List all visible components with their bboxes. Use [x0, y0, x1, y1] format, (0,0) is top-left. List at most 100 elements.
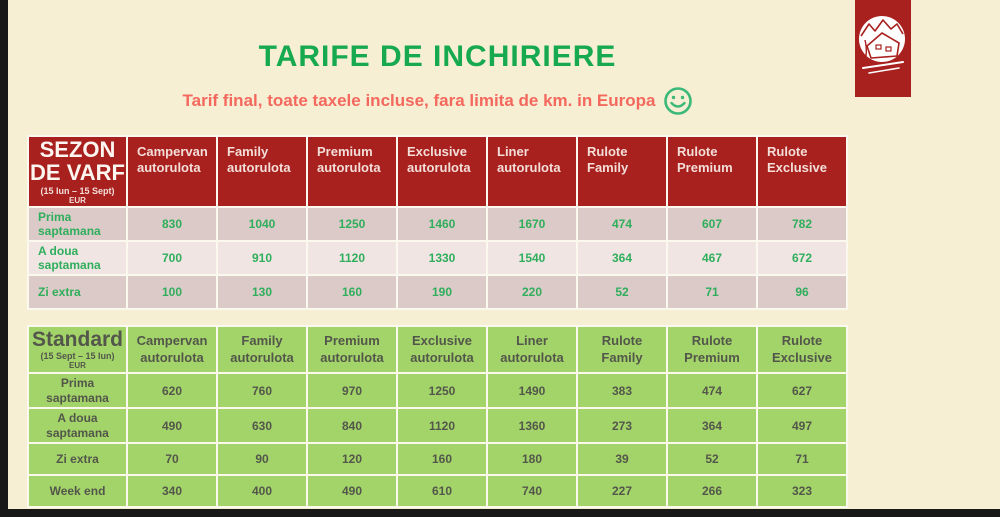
- table-row: Prima saptamana 830 1040 1250 1460 1670 474 607…: [27, 206, 848, 243]
- column-header-line2: autorulota: [317, 160, 381, 176]
- price-cell: 1460: [396, 206, 488, 243]
- price-cell: 760: [216, 372, 308, 409]
- column-header-line1: Rulote: [601, 333, 643, 349]
- price-cell: 467: [666, 240, 758, 277]
- price-cell: 1250: [306, 206, 398, 243]
- price-cell: 160: [306, 274, 398, 311]
- price-cell: 490: [126, 407, 218, 444]
- column-header: Campervan autorulota: [126, 134, 218, 209]
- price-cell: 364: [666, 407, 758, 444]
- price-cell: 190: [396, 274, 488, 311]
- peak-season-table-header: SEZON DE VARF (15 Iun – 15 Sept) EUR Camper…: [27, 134, 848, 209]
- price-cell: 52: [666, 442, 758, 476]
- column-header-line2: autorulota: [320, 349, 384, 365]
- standard-season-season-period: (15 Sept – 15 Iun): [40, 351, 115, 361]
- table-row: Zi extra 70 90 120 160 180 39 52 71: [27, 442, 848, 476]
- column-header: Rulote Family: [576, 325, 668, 374]
- price-cell: 227: [576, 474, 668, 508]
- standard-season-season-title: Standard: [31, 328, 123, 351]
- price-cell: 340: [126, 474, 218, 508]
- page-title: TARIFE DE INCHIRIERE: [258, 40, 617, 73]
- bottom-edge-bar: [0, 509, 1000, 517]
- price-cell: 323: [756, 474, 848, 508]
- price-cell: 220: [486, 274, 578, 311]
- column-header: Rulote Family: [576, 134, 668, 209]
- left-edge-bar: [0, 0, 8, 517]
- price-cell: 400: [216, 474, 308, 508]
- price-cell: 830: [126, 206, 218, 243]
- column-header-line1: Rulote: [587, 144, 628, 159]
- header-row: Standard (15 Sept – 15 Iun) EUR Campervan au…: [27, 325, 848, 374]
- column-header-line2: Premium: [677, 160, 733, 176]
- price-cell: 627: [756, 372, 848, 409]
- peak-season-table-body: Prima saptamana 830 1040 1250 1460 1670 474 607…: [27, 206, 848, 311]
- price-cell: 266: [666, 474, 758, 508]
- column-header-line2: autorulota: [497, 160, 561, 176]
- column-header-line1: Premium: [324, 333, 380, 349]
- column-header-line1: Rulote: [781, 333, 823, 349]
- peak-season-table: SEZON DE VARF (15 Iun – 15 Sept) EUR Camper…: [27, 134, 848, 311]
- peak-season-season-period: (15 Iun – 15 Sept): [40, 186, 115, 197]
- column-header: Liner autorulota: [486, 134, 578, 209]
- column-header-line2: Family: [601, 349, 643, 365]
- column-header-line1: Family: [241, 333, 283, 349]
- price-cell: 1670: [486, 206, 578, 243]
- column-header-line2: autorulota: [140, 349, 204, 365]
- header-row: SEZON DE VARF (15 Iun – 15 Sept) EUR Camper…: [27, 134, 848, 209]
- price-cell: 120: [306, 442, 398, 476]
- column-header: Rulote Exclusive: [756, 325, 848, 374]
- column-header-line1: Rulote: [767, 144, 808, 159]
- row-label: A doua saptamana: [27, 407, 128, 444]
- price-cell: 71: [756, 442, 848, 476]
- price-cell: 782: [756, 206, 848, 243]
- price-cell: 1040: [216, 206, 308, 243]
- table-row: A doua saptamana 490 630 840 1120 1360 273 364 4…: [27, 407, 848, 444]
- subtitle-row: Tarif final, toate taxele incluse, fara …: [27, 86, 848, 116]
- column-header: Premium autorulota: [306, 134, 398, 209]
- price-cell: 474: [576, 206, 668, 243]
- price-cell: 383: [576, 372, 668, 409]
- price-cell: 130: [216, 274, 308, 311]
- column-header-line2: autorulota: [410, 349, 474, 365]
- row-label: Zi extra: [27, 442, 128, 476]
- column-header-line2: autorulota: [230, 349, 294, 365]
- price-cell: 610: [396, 474, 488, 508]
- column-header-line2: autorulota: [227, 160, 291, 176]
- price-cell: 840: [306, 407, 398, 444]
- price-cell: 71: [666, 274, 758, 311]
- price-cell: 1250: [396, 372, 488, 409]
- column-header: Rulote Premium: [666, 134, 758, 209]
- price-cell: 910: [216, 240, 308, 277]
- price-cell: 52: [576, 274, 668, 311]
- price-cell: 70: [126, 442, 218, 476]
- price-cell: 364: [576, 240, 668, 277]
- price-cell: 630: [216, 407, 308, 444]
- column-header-line2: Family: [587, 160, 629, 176]
- column-header: Exclusive autorulota: [396, 134, 488, 209]
- peak-season-season-cell: SEZON DE VARF (15 Iun – 15 Sept) EUR: [27, 134, 128, 209]
- column-header-line1: Liner: [516, 333, 548, 349]
- price-cell: 607: [666, 206, 758, 243]
- subtitle-text: Tarif final, toate taxele incluse, fara …: [182, 91, 656, 110]
- price-cell: 474: [666, 372, 758, 409]
- column-header: Rulote Premium: [666, 325, 758, 374]
- price-cell: 1330: [396, 240, 488, 277]
- standard-season-table-body: Prima saptamana 620 760 970 1250 1490 383 474 62…: [27, 372, 848, 508]
- column-header-line2: Premium: [684, 349, 740, 365]
- table-row: Week end 340 400 490 610 740 227 266 323: [27, 474, 848, 508]
- price-cell: 180: [486, 442, 578, 476]
- price-cell: 1120: [306, 240, 398, 277]
- price-cell: 620: [126, 372, 218, 409]
- column-header: Family autorulota: [216, 325, 308, 374]
- column-header-line2: autorulota: [407, 160, 471, 176]
- table-row: A doua saptamana 700 910 1120 1330 1540 364 467…: [27, 240, 848, 277]
- table-row: Prima saptamana 620 760 970 1250 1490 383 474 62…: [27, 372, 848, 409]
- column-header-line1: Campervan: [137, 144, 208, 159]
- row-label: A doua saptamana: [27, 240, 128, 277]
- column-header-line2: autorulota: [137, 160, 201, 176]
- column-header-line1: Premium: [317, 144, 373, 159]
- column-header-line1: Rulote: [677, 144, 718, 159]
- price-cell: 490: [306, 474, 398, 508]
- price-cell: 970: [306, 372, 398, 409]
